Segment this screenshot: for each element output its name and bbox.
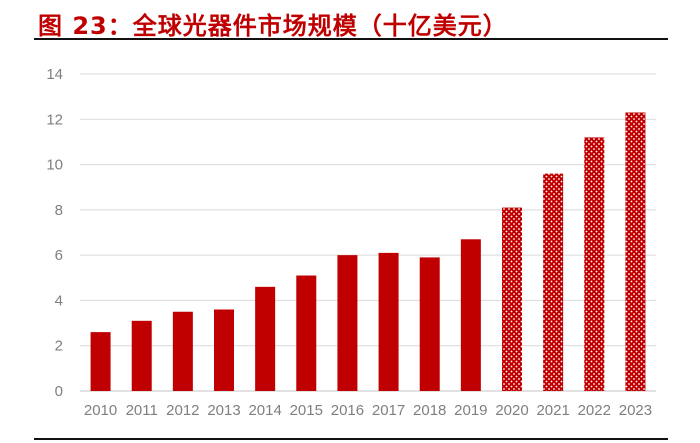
y-tick-label: 8 bbox=[55, 202, 63, 219]
x-tick-label: 2011 bbox=[126, 402, 158, 419]
x-tick-label: 2015 bbox=[290, 402, 323, 419]
x-tick-label: 2012 bbox=[166, 402, 199, 419]
y-tick-label: 12 bbox=[46, 111, 63, 128]
bar-2020 bbox=[502, 207, 522, 391]
bar-2017 bbox=[378, 252, 399, 391]
bar-2018 bbox=[419, 257, 440, 391]
bar-2011 bbox=[131, 320, 152, 391]
y-tick-label: 10 bbox=[46, 157, 63, 174]
bar-2015 bbox=[296, 275, 317, 391]
bottom-rule bbox=[34, 438, 668, 440]
x-axis-ticks: 2010 2011 2012 2013 2014 2015 2016 2017 2018 2019… bbox=[84, 402, 652, 419]
bar-2012 bbox=[172, 311, 193, 391]
title-rule bbox=[34, 38, 668, 40]
bar-2016 bbox=[337, 255, 358, 391]
x-tick-label: 2020 bbox=[495, 402, 528, 419]
y-tick-label: 0 bbox=[55, 383, 63, 400]
bar-2013 bbox=[214, 309, 234, 391]
x-tick-label: 2021 bbox=[536, 402, 569, 419]
bar-2023 bbox=[625, 112, 646, 391]
bar-2014 bbox=[255, 286, 276, 391]
y-axis-ticks: 0 2 4 6 8 10 12 14 bbox=[46, 66, 63, 400]
x-tick-label: 2022 bbox=[578, 402, 611, 419]
y-tick-label: 6 bbox=[55, 247, 63, 264]
x-tick-label: 2014 bbox=[248, 402, 281, 419]
x-tick-label: 2018 bbox=[413, 402, 446, 419]
x-tick-label: 2019 bbox=[454, 402, 487, 419]
grid-lines bbox=[80, 73, 656, 392]
x-tick-label: 2016 bbox=[331, 402, 364, 419]
y-tick-label: 4 bbox=[55, 292, 63, 309]
chart-title: 图 23：全球光器件市场规模（十亿美元） bbox=[38, 12, 508, 40]
x-tick-label: 2013 bbox=[207, 402, 240, 419]
x-tick-label: 2010 bbox=[84, 402, 117, 419]
bar-2019 bbox=[460, 239, 481, 391]
x-tick-label: 2017 bbox=[372, 402, 405, 419]
x-tick-label: 2023 bbox=[619, 402, 652, 419]
bars bbox=[90, 112, 646, 391]
bar-2022 bbox=[584, 137, 605, 391]
bar-2021 bbox=[543, 173, 564, 391]
y-tick-label: 14 bbox=[46, 66, 63, 83]
bar-2010 bbox=[90, 332, 111, 391]
y-tick-label: 2 bbox=[55, 338, 63, 355]
